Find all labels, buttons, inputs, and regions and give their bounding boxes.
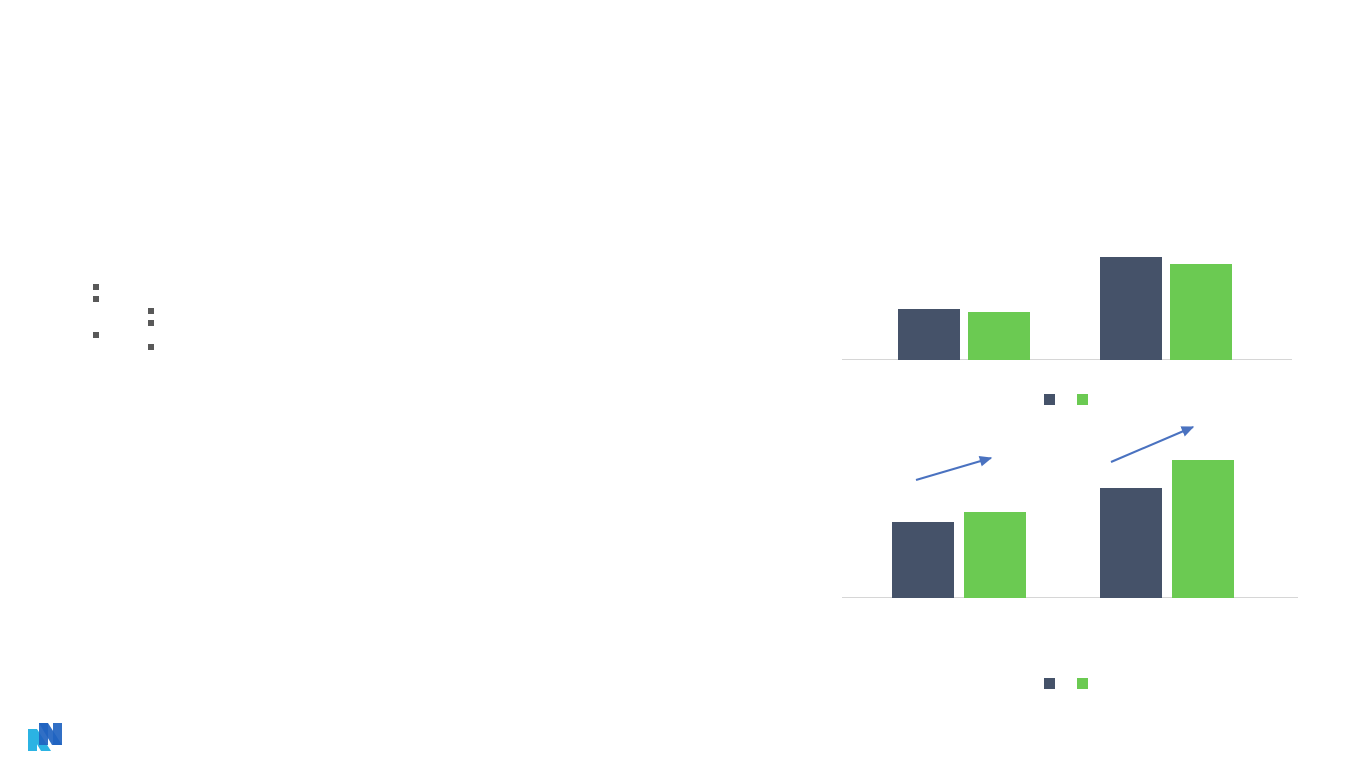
section-current-focus bbox=[74, 271, 814, 350]
bar-2023-year-to-date bbox=[1100, 488, 1162, 598]
x-axis-line bbox=[842, 597, 1298, 598]
list-item bbox=[74, 295, 814, 314]
chart-legend bbox=[828, 678, 1308, 689]
list-item bbox=[74, 169, 814, 181]
highlights-column bbox=[74, 150, 814, 350]
bar-2024-year-to-date bbox=[1170, 264, 1232, 360]
list-item bbox=[74, 307, 814, 326]
plot-area bbox=[828, 160, 1308, 360]
legend-item-2023 bbox=[1043, 394, 1060, 405]
list-item bbox=[74, 283, 814, 302]
legend-swatch-icon bbox=[1076, 394, 1088, 405]
nn-monogram-icon bbox=[28, 723, 62, 751]
bar-2024-second-quarter bbox=[968, 312, 1030, 360]
list-item bbox=[74, 271, 814, 290]
list-item bbox=[74, 214, 814, 226]
list-item bbox=[74, 181, 814, 193]
chart-adjusted-ebitda bbox=[828, 418, 1308, 689]
category-axis bbox=[828, 360, 1308, 382]
bar-2024-year-to-date bbox=[1172, 460, 1234, 598]
brand-logo bbox=[26, 720, 73, 754]
list-item-superscript bbox=[74, 331, 814, 350]
legend-item-2023 bbox=[1043, 678, 1060, 689]
legend-item-2024 bbox=[1076, 678, 1093, 689]
chart-net-sales bbox=[828, 142, 1308, 405]
legend-swatch-icon bbox=[1076, 678, 1088, 689]
section-sales bbox=[74, 157, 814, 193]
plot-area bbox=[828, 426, 1308, 598]
list-item bbox=[74, 157, 814, 169]
legend-item-2024 bbox=[1076, 394, 1093, 405]
x-axis-line bbox=[842, 359, 1292, 360]
legend-swatch-icon bbox=[1043, 678, 1055, 689]
list-item bbox=[74, 238, 814, 250]
section-profitability bbox=[74, 214, 814, 250]
bar-2024-second-quarter bbox=[964, 512, 1026, 598]
bar-2023-year-to-date bbox=[1100, 257, 1162, 360]
list-item bbox=[74, 226, 814, 238]
list-item bbox=[74, 319, 814, 338]
category-axis bbox=[828, 598, 1308, 620]
legend-swatch-icon bbox=[1043, 394, 1055, 405]
bar-2023-second-quarter bbox=[892, 522, 954, 598]
chart-legend bbox=[828, 394, 1308, 405]
bar-2023-second-quarter bbox=[898, 309, 960, 360]
